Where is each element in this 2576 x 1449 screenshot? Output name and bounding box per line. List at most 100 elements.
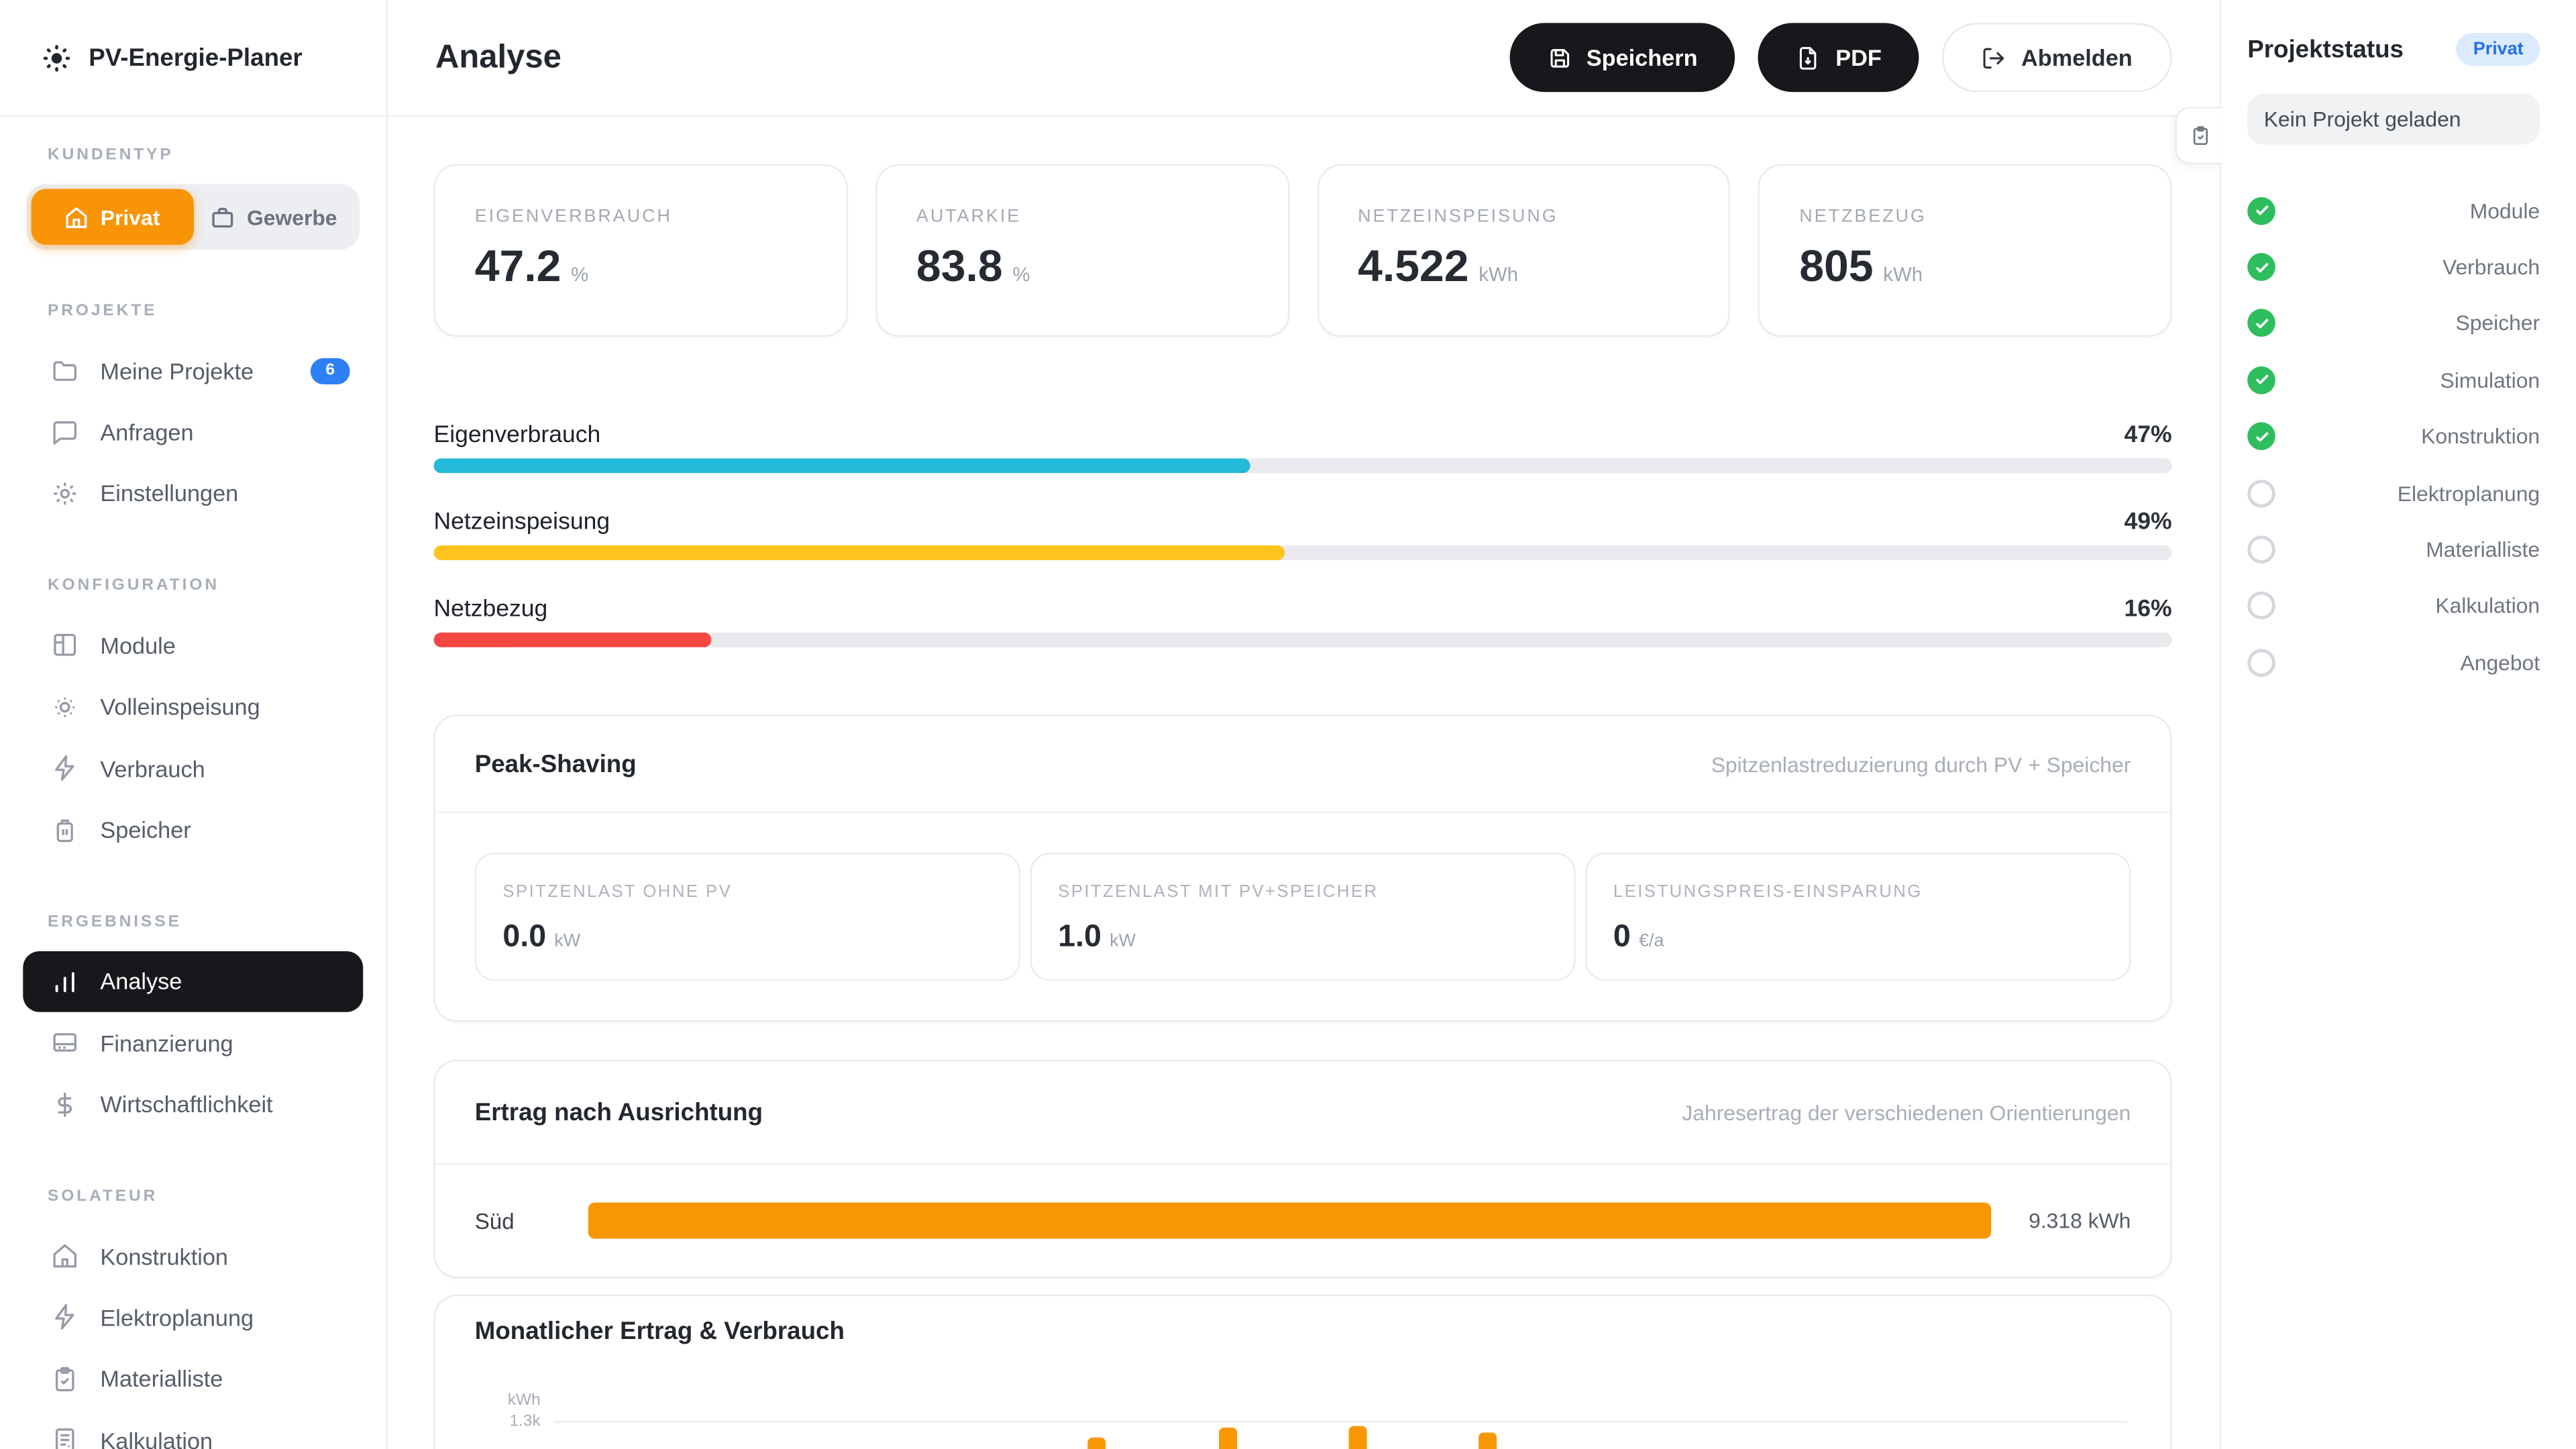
metric-value: 0 xyxy=(1613,920,1631,955)
monthly-chart-card: Monatlicher Ertrag & Verbrauch kWh 1.3k xyxy=(433,1294,2172,1449)
sidebar: PV-Energie-Planer KUNDENTYP Privat Gewer… xyxy=(0,0,388,1449)
project-status-title: Projektstatus xyxy=(2247,35,2404,64)
sidebar-item-label: Wirtschaftlichkeit xyxy=(100,1091,273,1118)
customer-type-badge: Privat xyxy=(2457,32,2540,66)
sidebar-item-label: Verbrauch xyxy=(100,755,205,782)
page-title: Analyse xyxy=(435,38,561,75)
sidebar-item-label: Finanzierung xyxy=(100,1030,233,1057)
status-step-label: Verbrauch xyxy=(2442,254,2540,280)
project-status-panel: Projektstatus Privat Kein Projekt gelade… xyxy=(2219,0,2576,1449)
sidebar-item-wirtschaftlichkeit[interactable]: Wirtschaftlichkeit xyxy=(23,1073,363,1135)
metric-unit: kW xyxy=(554,931,581,951)
orientation-row-sued: Süd 9.318 kWh xyxy=(475,1202,2131,1239)
monthly-chart-title: Monatlicher Ertrag & Verbrauch xyxy=(474,1318,845,1346)
monthly-bar xyxy=(1087,1437,1105,1449)
main-content: EIGENVERBRAUCH 47.2% AUTARKIE 83.8% NETZ… xyxy=(387,118,2220,1449)
toggle-privat[interactable]: Privat xyxy=(31,189,193,245)
kpi-label: AUTARKIE xyxy=(916,207,1022,227)
metric-unit: €/a xyxy=(1639,931,1664,951)
empty-circle-icon xyxy=(2247,535,2275,564)
credit-card-icon xyxy=(51,1029,79,1057)
sidebar-item-label: Kalkulation xyxy=(100,1427,213,1449)
sidebar-item-label: Elektroplanung xyxy=(100,1304,254,1331)
flow-row-netzbezug: Netzbezug 16% xyxy=(433,596,2172,647)
sidebar-item-label: Konstruktion xyxy=(100,1242,228,1270)
section-label-ergebnisse: ERGEBNISSE xyxy=(48,912,182,931)
status-step-konstruktion: Konstruktion xyxy=(2247,409,2540,465)
kpi-card-netzeinspeisung: NETZEINSPEISUNG 4.522 kWh xyxy=(1316,164,1731,337)
orientation-card: Ertrag nach Ausrichtung Jahresertrag der… xyxy=(433,1059,2172,1279)
kpi-value: 47.2 xyxy=(474,241,561,291)
status-step-simulation: Simulation xyxy=(2247,352,2540,409)
sidebar-item-label: Volleinspeisung xyxy=(100,694,260,720)
section-label-konfiguration: KONFIGURATION xyxy=(48,577,219,595)
sidebar-item-analyse[interactable]: Analyse xyxy=(23,951,364,1012)
brand-header: PV-Energie-Planer xyxy=(0,0,386,117)
metric-value: 0.0 xyxy=(502,920,547,955)
sidebar-item-volleinspeisung[interactable]: Volleinspeisung xyxy=(23,676,363,738)
toggle-privat-label: Privat xyxy=(100,204,160,229)
save-button[interactable]: Speichern xyxy=(1509,23,1735,93)
pdf-button[interactable]: PDF xyxy=(1758,23,1920,93)
peak-shaving-subtitle: Spitzenlastreduzierung durch PV + Speich… xyxy=(1711,751,2131,777)
check-circle-icon xyxy=(2247,253,2275,281)
battery-icon xyxy=(51,816,79,844)
kpi-card-netzbezug: NETZBEZUG 805 kWh xyxy=(1758,164,2172,337)
orientation-value: 9.318 kWh xyxy=(2029,1208,2131,1233)
metric-label: LEISTUNGSPREIS-EINSPARUNG xyxy=(1613,882,1923,902)
section-label-solateur: SOLATEUR xyxy=(48,1187,158,1206)
flow-percent: 47% xyxy=(2124,422,2172,449)
save-icon xyxy=(1547,45,1572,70)
flow-percent: 16% xyxy=(2124,596,2172,623)
kpi-value: 83.8 xyxy=(916,241,1003,291)
project-status-tab-button[interactable] xyxy=(2175,107,2223,164)
project-status-checklist: Module Verbrauch Speicher Simulation Kon… xyxy=(2247,182,2540,691)
sidebar-item-finanzierung[interactable]: Finanzierung xyxy=(23,1012,363,1074)
status-step-label: Angebot xyxy=(2460,650,2540,676)
kpi-card-autarkie: AUTARKIE 83.8% xyxy=(875,164,1289,337)
metric-card-spitzenlast-mit-pv: SPITZENLAST MIT PV+SPEICHER 1.0 kW xyxy=(1030,853,1576,981)
kpi-label: NETZBEZUG xyxy=(1799,207,1927,227)
bar-chart-icon xyxy=(51,967,79,996)
sidebar-item-module[interactable]: Module xyxy=(23,614,363,676)
peak-shaving-card: Peak-Shaving Spitzenlastreduzierung durc… xyxy=(433,714,2172,1022)
toggle-gewerbe[interactable]: Gewerbe xyxy=(193,189,355,245)
sidebar-item-verbrauch[interactable]: Verbrauch xyxy=(23,737,363,799)
sidebar-item-label: Einstellungen xyxy=(100,480,239,507)
customer-type-toggle: Privat Gewerbe xyxy=(26,184,360,250)
y-axis-unit-label: kWh xyxy=(507,1391,541,1410)
sidebar-item-speicher[interactable]: Speicher xyxy=(23,799,363,861)
check-circle-icon xyxy=(2247,423,2275,451)
message-icon xyxy=(51,418,79,446)
progress-fill xyxy=(433,458,1251,474)
section-label-kundentyp: KUNDENTYP xyxy=(48,146,174,164)
orientation-bar-track: 9.318 kWh xyxy=(588,1202,2131,1239)
orientation-title: Ertrag nach Ausrichtung xyxy=(474,1098,763,1126)
status-step-label: Kalkulation xyxy=(2435,594,2540,619)
status-step-label: Module xyxy=(2469,198,2540,223)
status-step-label: Konstruktion xyxy=(2421,424,2540,449)
sidebar-item-anfragen[interactable]: Anfragen xyxy=(23,402,363,464)
status-step-speicher: Speicher xyxy=(2247,295,2540,352)
sidebar-item-kalkulation[interactable]: Kalkulation xyxy=(23,1409,363,1449)
logout-icon xyxy=(1982,45,2006,70)
sidebar-item-einstellungen[interactable]: Einstellungen xyxy=(23,463,363,525)
orientation-bar xyxy=(588,1202,1992,1239)
sidebar-item-materialliste[interactable]: Materialliste xyxy=(23,1348,363,1410)
sidebar-nav: KUNDENTYP Privat Gewerbe PROJEKTE xyxy=(0,146,386,1449)
metric-card-spitzenlast-ohne-pv: SPITZENLAST OHNE PV 0.0 kW xyxy=(474,853,1020,981)
check-circle-icon xyxy=(2247,366,2275,394)
status-step-elektroplanung: Elektroplanung xyxy=(2247,465,2540,521)
monthly-bar xyxy=(1218,1427,1236,1449)
kpi-label: EIGENVERBRAUCH xyxy=(474,207,672,227)
section-label-projekte: PROJEKTE xyxy=(48,302,158,321)
monthly-bar xyxy=(1477,1432,1496,1449)
sidebar-item-konstruktion[interactable]: Konstruktion xyxy=(23,1226,363,1287)
orientation-subtitle: Jahresertrag der verschiedenen Orientier… xyxy=(1682,1099,2131,1125)
sidebar-item-elektroplanung[interactable]: Elektroplanung xyxy=(23,1287,363,1348)
sidebar-item-meine-projekte[interactable]: Meine Projekte 6 xyxy=(23,340,363,402)
logout-button[interactable]: Abmelden xyxy=(1942,23,2172,93)
energy-flow-bars: Eigenverbrauch 47% Netzeinspeisung 49% N… xyxy=(433,422,2172,647)
progress-fill xyxy=(433,632,712,647)
